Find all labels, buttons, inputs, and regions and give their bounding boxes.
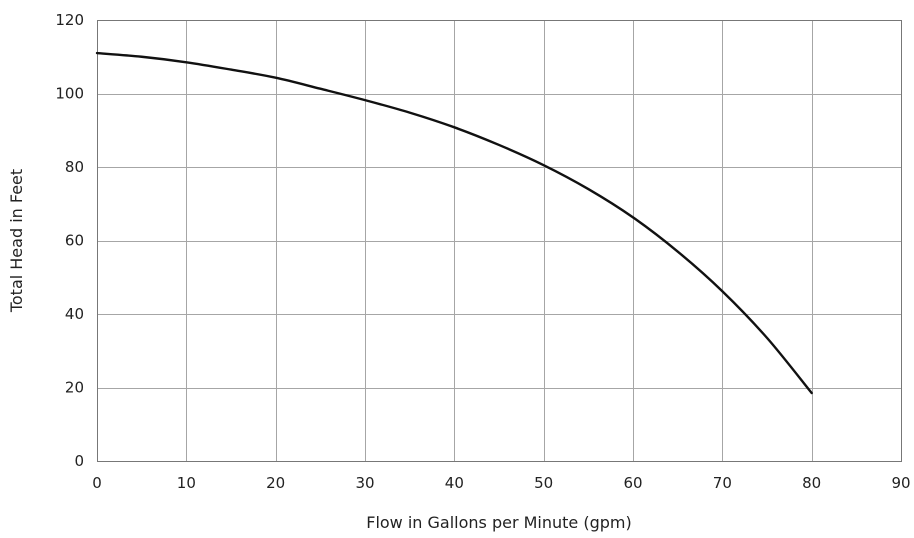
series-layer: [95, 51, 813, 395]
x-axis-title: Flow in Gallons per Minute (gpm): [366, 513, 632, 532]
y-axis-title: Total Head in Feet: [7, 169, 26, 313]
y-axis-tick-labels: 0 20 40 60 80 100 120: [55, 11, 84, 470]
y-tick-label: 100: [55, 85, 84, 103]
plot-area-border: [97, 20, 902, 462]
x-tick-label: 50: [534, 474, 553, 492]
x-tick-label: 0: [92, 474, 102, 492]
y-tick-label: 80: [65, 158, 84, 176]
x-tick-label: 30: [355, 474, 374, 492]
y-tick-label: 60: [65, 232, 84, 250]
x-tick-label: 60: [623, 474, 642, 492]
x-tick-label: 70: [713, 474, 732, 492]
y-tick-label: 120: [55, 11, 84, 29]
x-axis-tick-labels: 0 10 20 30 40 50 60 70 80 90: [92, 474, 910, 492]
x-tick-label: 40: [445, 474, 464, 492]
x-tick-label: 10: [177, 474, 196, 492]
grid: [97, 20, 902, 462]
y-tick-label: 0: [74, 452, 84, 470]
y-tick-label: 40: [65, 305, 84, 323]
x-tick-label: 80: [802, 474, 821, 492]
x-tick-label: 90: [891, 474, 910, 492]
x-tick-label: 20: [266, 474, 285, 492]
series-line-0: [95, 51, 813, 395]
y-tick-label: 20: [65, 379, 84, 397]
